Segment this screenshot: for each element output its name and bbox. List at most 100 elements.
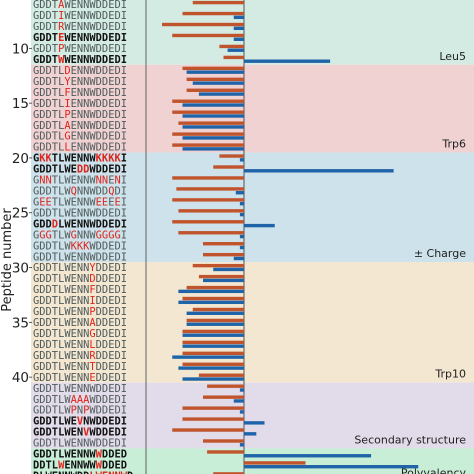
y-axis-label: Peptide number (0, 208, 15, 312)
peptide-sequence: GDDTPWENNWDDEDI (33, 43, 127, 55)
peptide-sequence: GDDTLWENNYDDEDI (33, 262, 127, 274)
bar-series-2 (233, 26, 244, 31)
peptide-sequence: GDDTLWENNWWDDED (33, 449, 127, 461)
bar-series-1 (176, 187, 244, 191)
bar-series-1 (182, 351, 244, 356)
bar-series-1 (207, 450, 244, 454)
bar-series-1 (182, 417, 244, 421)
bar-series-1 (186, 318, 244, 323)
bar-series-2 (244, 59, 331, 63)
peptide-sequence: GDDTLWPNPWDDEDI (33, 405, 127, 417)
bar-series-1 (203, 395, 244, 399)
bar-series-2 (239, 410, 244, 414)
bar-series-1 (172, 220, 244, 224)
y-tick-label: 10 (12, 41, 29, 57)
bars (162, 0, 419, 474)
bar-series-2 (178, 366, 244, 370)
bar-series-2 (233, 256, 244, 261)
bar-series-1 (219, 44, 244, 49)
y-tick-label: 15 (12, 96, 29, 112)
bar-series-1 (172, 33, 244, 38)
bar-series-2 (239, 201, 244, 206)
bar-series-2 (239, 443, 244, 447)
group-band (31, 448, 474, 474)
group-label: Polyvalency (401, 466, 467, 474)
bar-series-2 (178, 289, 244, 294)
peptide-sequence: GDDTLWENNWDDEDI (33, 207, 127, 219)
bar-series-2 (239, 234, 244, 239)
peptide-sequence-labels: GDDTAWENNWDDEDIGDDTIWENNWDDEDIGDDTRWENNW… (33, 0, 133, 474)
group-band (31, 382, 474, 449)
peptide-sequence: GDDDLWENNWDDEDI (33, 218, 127, 230)
group-labels: Leu5 Trp6 ± Charge Trp10 Secondary structure… (354, 50, 466, 474)
peptide-sequence: GDDTLWENNWDDEDI (33, 251, 127, 263)
peptide-sequence: GDDTLWENNWDDEDI (33, 383, 127, 395)
bar-series-1 (178, 231, 244, 235)
bar-series-2 (182, 125, 244, 129)
group-label: Trp6 (441, 137, 466, 150)
bar-series-1 (172, 143, 244, 147)
peptide-sequence: GDDTLWAAAWDDEDI (33, 394, 127, 406)
bar-series-1 (203, 252, 244, 257)
peptide-sequence: GKKTLWENNWKKKKI (33, 153, 127, 165)
peptide-sequence: GDDTLYENNWDDEDI (33, 76, 127, 88)
bar-series-2 (239, 212, 244, 217)
bar-series-1 (213, 165, 244, 169)
peptide-sequence: GDDTLLENNWDDEDI (33, 142, 127, 154)
bar-series-2 (233, 399, 244, 403)
bar-series-1 (172, 198, 244, 202)
bar-series-1 (172, 132, 244, 136)
bar-series-1 (182, 362, 244, 366)
bar-series-2 (182, 103, 244, 107)
bar-series-1 (223, 55, 244, 60)
bar-series-1 (192, 0, 244, 5)
bar-series-2 (235, 191, 244, 195)
bar-series-2 (244, 454, 372, 458)
bar-series-1 (186, 77, 244, 82)
group-label: Secondary structure (354, 433, 466, 446)
bar-series-1 (182, 296, 244, 301)
bar-series-2 (244, 465, 419, 469)
bar-series-1 (244, 461, 306, 465)
peptide-sequence: GDDTLFENNWDDEDI (33, 87, 127, 99)
bar-series-2 (186, 322, 244, 326)
y-tick-label: 20 (12, 151, 29, 167)
bar-series-1 (162, 22, 244, 27)
bar-series-1 (172, 110, 244, 114)
peptide-sequence: GDDTLWEDDWDDEDI (33, 164, 127, 176)
bar-series-2 (244, 421, 265, 425)
bar-series-2 (244, 432, 257, 436)
y-tick-label: 35 (12, 315, 29, 331)
peptide-sequence: GDDTLWENNFDDEDI (33, 284, 127, 296)
bar-series-2 (182, 147, 244, 151)
peptide-sequence: GDDTLWENNADDEDI (33, 317, 127, 329)
peptide-sequence: GDDTWWENNWDDEDI (33, 54, 127, 66)
bar-series-1 (219, 154, 244, 158)
bar-series-1 (182, 66, 244, 71)
bar-series-2 (203, 278, 244, 283)
peptide-sequence: DDTLWENNWWWDDED (33, 460, 127, 472)
bar-series-2 (239, 245, 244, 250)
bar-series-1 (172, 99, 244, 103)
bar-series-2 (239, 388, 244, 392)
bar-series-2 (239, 158, 244, 162)
bar-series-1 (192, 307, 244, 312)
peptide-sequence: GDDTLAENNWDDEDI (33, 120, 127, 132)
group-band (31, 0, 474, 65)
group-label: Trp10 (434, 368, 466, 381)
bar-series-2 (192, 81, 244, 85)
bar-series-2 (182, 377, 244, 381)
group-label: ± Charge (414, 247, 466, 260)
peptide-sequence: GDDTLPENNWDDEDI (33, 109, 127, 121)
group-band (31, 64, 474, 153)
bar-series-2 (233, 15, 244, 20)
peptide-sequence: GDDTLWENNIDDEDI (33, 295, 127, 307)
peptide-sequence: GDDTLIENNWDDEDI (33, 98, 127, 110)
bar-series-2 (186, 70, 244, 74)
bar-series-1 (182, 329, 244, 334)
peptide-sequence: GDDTLWENNLDDEDI (33, 339, 127, 351)
group-band (31, 262, 474, 383)
bar-series-1 (198, 274, 244, 279)
peptide-sequence: GEETLWENNWEEEEI (33, 196, 127, 208)
peptide-sequence: GDDTAWENNWDDEDI (33, 0, 127, 11)
